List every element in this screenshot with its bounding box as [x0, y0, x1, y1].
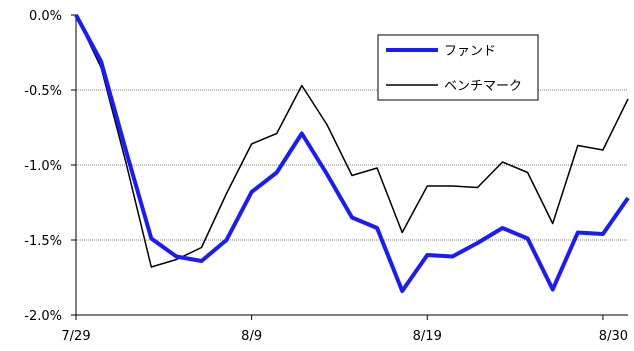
y-tick-labels: 0.0% -0.5% -1.0% -1.5% -2.0% [24, 9, 62, 324]
y-tick-label: -0.5% [24, 84, 62, 99]
y-tick-label: -1.5% [24, 234, 62, 249]
y-tick-label: -2.0% [24, 309, 62, 324]
series-fund-line [74, 14, 630, 293]
axes [71, 14, 628, 320]
series-lines [74, 14, 630, 293]
legend: ファンド ベンチマーク [377, 34, 539, 101]
y-tick-label: 0.0% [29, 9, 62, 24]
y-tick-label: -1.0% [24, 159, 62, 174]
x-tick-label: 8/9 [241, 329, 262, 344]
legend-label-fund: ファンド [444, 44, 496, 59]
x-tick-label: 7/29 [61, 329, 90, 344]
legend-box [377, 34, 539, 101]
x-tick-labels: 7/29 8/9 8/19 8/30 [61, 329, 628, 344]
series-benchmark-line [75, 14, 629, 268]
x-tick-label: 8/19 [413, 329, 442, 344]
x-tick-label: 8/30 [599, 329, 628, 344]
legend-label-benchmark: ベンチマーク [444, 79, 522, 94]
